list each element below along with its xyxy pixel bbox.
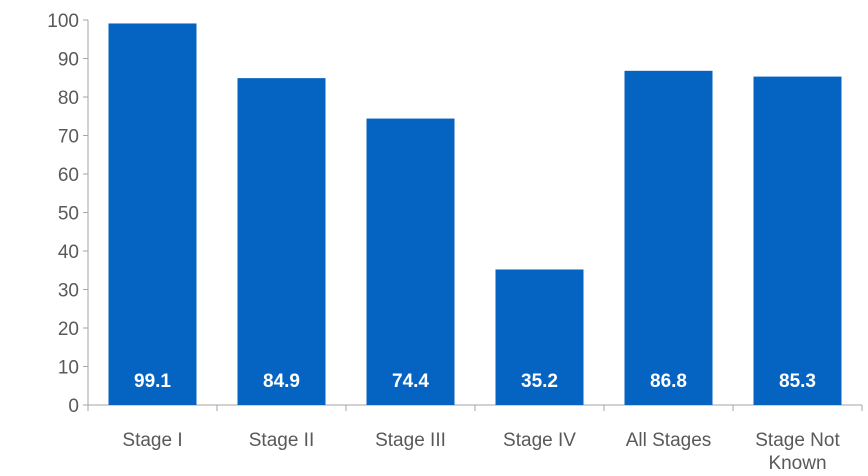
bar bbox=[495, 269, 584, 405]
bar bbox=[753, 76, 842, 405]
data-label: 35.2 bbox=[521, 371, 558, 392]
category-label: Stage Not Known bbox=[755, 430, 840, 474]
y-tick-label: 50 bbox=[58, 204, 79, 225]
x-axis bbox=[87, 404, 863, 411]
y-tick-label: 0 bbox=[68, 396, 79, 417]
y-tick-label: 20 bbox=[58, 319, 79, 340]
data-label: 74.4 bbox=[392, 371, 429, 392]
y-tick-label: 40 bbox=[58, 242, 79, 263]
data-label: 86.8 bbox=[650, 371, 687, 392]
y-tick-label: 30 bbox=[58, 281, 79, 302]
category-label: All Stages bbox=[626, 430, 712, 451]
y-tick-label: 10 bbox=[58, 358, 79, 379]
data-labels: 99.1 84.9 74.4 35.2 86.8 85.3 bbox=[134, 371, 816, 392]
category-label: Stage I bbox=[122, 430, 182, 451]
bar bbox=[366, 118, 455, 405]
bar bbox=[108, 23, 197, 406]
y-axis: 0 10 20 30 40 50 60 70 80 90 100 bbox=[47, 11, 89, 417]
y-tick-label: 60 bbox=[58, 165, 79, 186]
bar bbox=[624, 70, 713, 405]
category-label: Stage III bbox=[375, 430, 446, 451]
y-tick-label: 100 bbox=[47, 11, 79, 32]
category-labels: Stage I Stage II Stage III Stage IV All Stag… bbox=[122, 430, 840, 474]
bars bbox=[108, 23, 842, 406]
y-tick-label: 70 bbox=[58, 127, 79, 148]
data-label: 84.9 bbox=[263, 371, 300, 392]
category-label: Stage II bbox=[249, 430, 315, 451]
bar bbox=[237, 78, 326, 405]
data-label: 85.3 bbox=[779, 371, 816, 392]
category-label: Stage IV bbox=[503, 430, 576, 451]
y-tick-label: 80 bbox=[58, 88, 79, 109]
y-tick-label: 90 bbox=[58, 50, 79, 71]
data-label: 99.1 bbox=[134, 371, 171, 392]
